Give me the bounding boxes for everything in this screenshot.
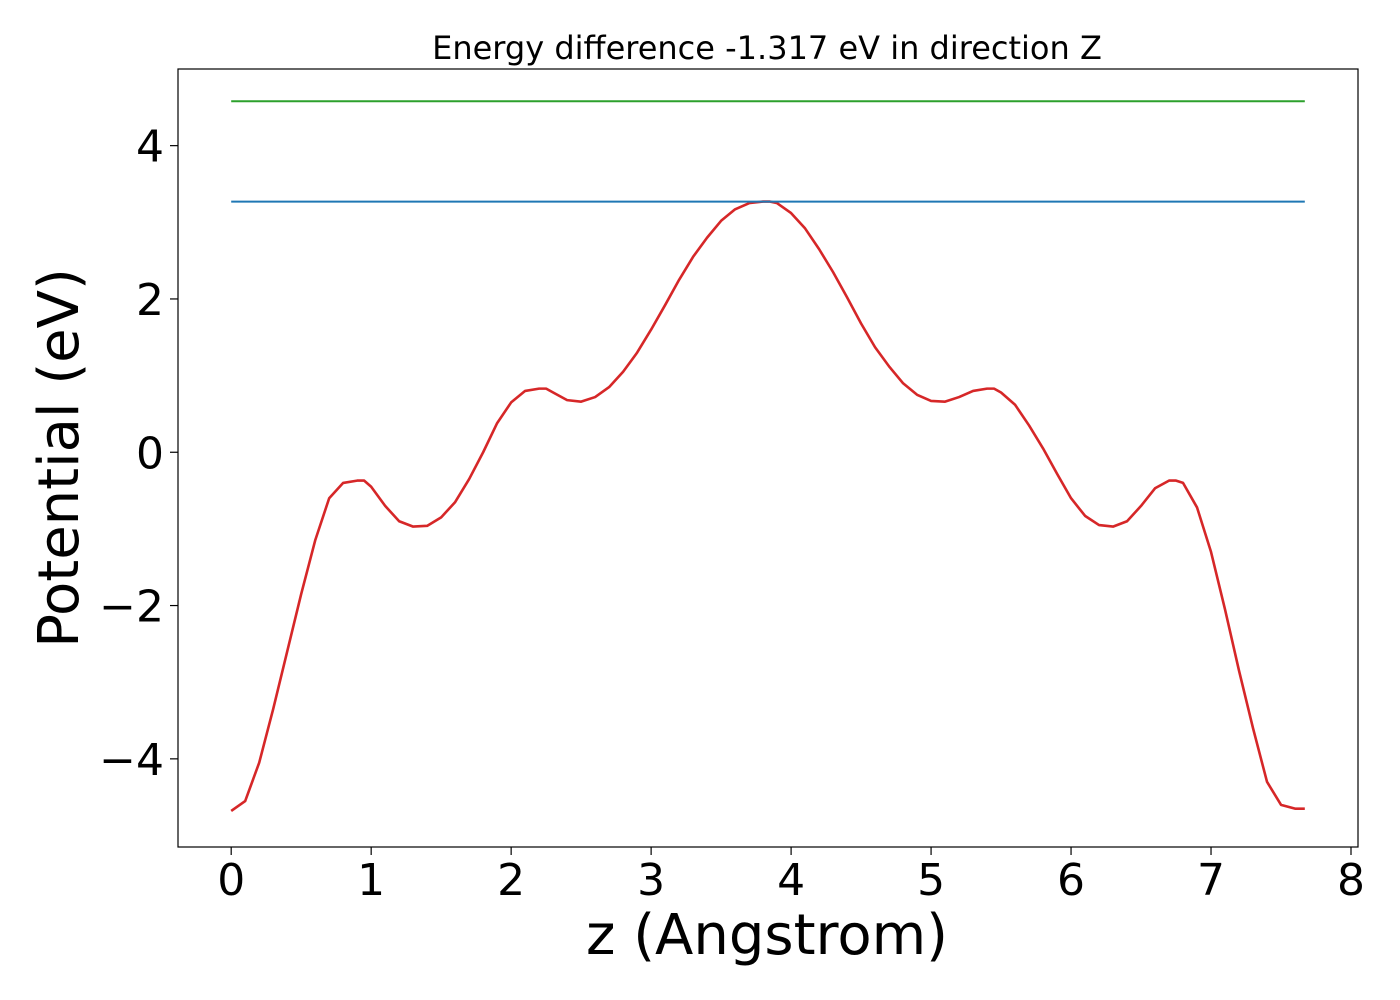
x-tick-label: 7 — [1197, 855, 1225, 906]
y-tick-label: 2 — [136, 275, 164, 326]
y-tick-label: −4 — [99, 735, 164, 786]
x-tick-label: 6 — [1057, 855, 1085, 906]
x-tick-label: 2 — [497, 855, 525, 906]
x-tick-label: 8 — [1337, 855, 1365, 906]
y-tick-label: −2 — [99, 582, 164, 633]
x-axis: 0 1 2 3 4 5 6 7 8 — [217, 847, 1365, 906]
x-tick-label: 4 — [777, 855, 805, 906]
y-tick-label: 4 — [136, 122, 164, 173]
plot-area — [230, 100, 1305, 813]
x-tick-label: 5 — [917, 855, 945, 906]
x-tick-label: 3 — [637, 855, 665, 906]
plot-frame — [177, 68, 1359, 848]
x-tick-label: 1 — [357, 855, 385, 906]
series-line-0 — [230, 200, 1305, 813]
y-tick-label: 0 — [136, 428, 164, 479]
y-axis: 4 2 0 −2 −4 — [99, 122, 178, 786]
x-tick-label: 0 — [217, 855, 245, 906]
x-axis-label: z (Angstrom) — [586, 903, 948, 968]
y-axis-label: Potential (eV) — [27, 268, 92, 648]
chart-title: Energy difference -1.317 eV in direction… — [432, 29, 1102, 67]
